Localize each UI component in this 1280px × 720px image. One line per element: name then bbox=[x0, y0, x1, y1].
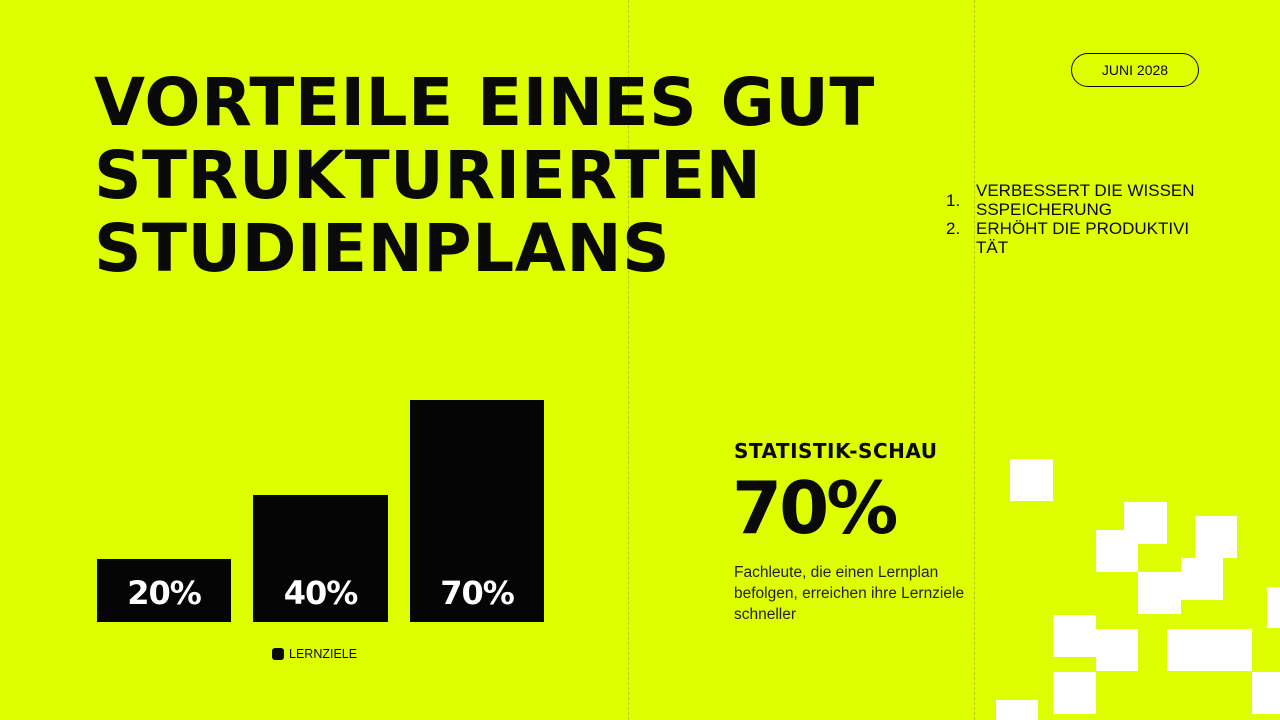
date-badge: JUNI 2028 bbox=[1071, 53, 1199, 87]
square-icon bbox=[1096, 629, 1138, 671]
chart-bar-1: 20% bbox=[97, 559, 231, 622]
title-line-2: STRUKTURIERTEN bbox=[94, 137, 762, 214]
legend-label: LERNZIELE bbox=[289, 647, 358, 661]
title-line-3: STUDIENPLANS bbox=[94, 210, 671, 287]
benefit-number: 1. bbox=[946, 191, 961, 210]
chart-legend: LERNZIELE bbox=[272, 647, 357, 661]
benefit-item-1: 1. VERBESSERT DIE WISSENSSPEICHERUNG bbox=[946, 181, 1196, 219]
square-icon bbox=[1181, 558, 1223, 600]
square-icon bbox=[1138, 572, 1181, 614]
square-icon bbox=[1096, 530, 1138, 572]
square-icon bbox=[996, 700, 1038, 720]
title-line-1: VORTEILE EINES GUT bbox=[94, 64, 875, 141]
benefits-list: 1. VERBESSERT DIE WISSENSSPEICHERUNG 2. … bbox=[946, 181, 1196, 257]
benefit-number: 2. bbox=[946, 219, 961, 238]
square-icon bbox=[1167, 629, 1252, 671]
benefit-text: VERBESSERT DIE WISSENSSPEICHERUNG bbox=[976, 181, 1195, 219]
benefit-text: ERHÖHT DIE PRODUKTIVITÄT bbox=[976, 219, 1190, 257]
bar-value-label: 20% bbox=[127, 574, 202, 612]
square-icon bbox=[1053, 615, 1096, 657]
bar-value-label: 70% bbox=[440, 574, 515, 612]
square-icon bbox=[1252, 672, 1280, 714]
benefit-item-2: 2. ERHÖHT DIE PRODUKTIVITÄT bbox=[946, 219, 1196, 257]
guide-line-right bbox=[974, 0, 975, 720]
square-icon bbox=[1010, 459, 1053, 501]
stat-description: Fachleute, die einen Lernplan befolgen, … bbox=[734, 564, 965, 623]
square-icon bbox=[1267, 587, 1280, 628]
guide-line-left bbox=[628, 0, 629, 720]
chart-bar-2: 40% bbox=[253, 495, 388, 622]
page-title: VORTEILE EINES GUT STRUKTURIERTEN STUDIE… bbox=[94, 66, 875, 285]
stat-value: 70% bbox=[732, 466, 898, 550]
stat-heading: STATISTIK-SCHAU bbox=[734, 439, 938, 463]
square-icon bbox=[1053, 672, 1096, 714]
square-icon bbox=[1195, 516, 1237, 558]
chart-bar-3: 70% bbox=[410, 400, 544, 622]
bar-value-label: 40% bbox=[283, 574, 359, 612]
legend-swatch-icon bbox=[272, 648, 284, 660]
